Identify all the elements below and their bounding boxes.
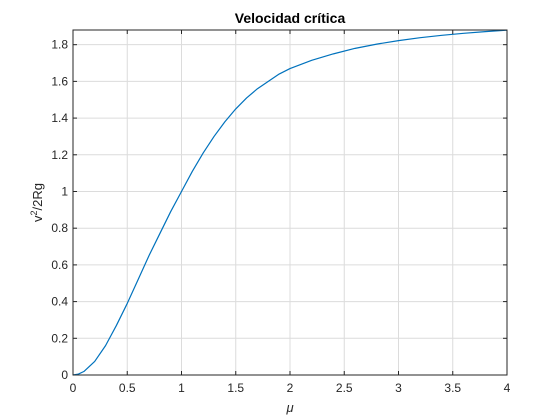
x-tick-label: 0.5 <box>119 381 136 395</box>
grid <box>72 30 508 376</box>
y-axis-label-base: v <box>30 215 45 222</box>
x-tick-label: 2.5 <box>336 381 353 395</box>
series-layer <box>72 29 508 376</box>
x-tick-label: 3.5 <box>444 381 461 395</box>
x-tick-label: 2 <box>287 381 294 395</box>
y-tick-label: 1.4 <box>51 111 68 125</box>
y-tick-label: 0 <box>61 368 68 382</box>
y-tick-label: 1.8 <box>51 38 68 52</box>
y-tick-label: 0.4 <box>51 295 68 309</box>
y-tick-label: 1.2 <box>51 148 68 162</box>
series-line <box>72 29 508 376</box>
x-tick-label: 0 <box>70 381 77 395</box>
y-tick-label: 0.2 <box>51 331 68 345</box>
y-tick-label: 0.8 <box>51 221 68 235</box>
x-tick-label: 4 <box>504 381 511 395</box>
x-tick-label: 3 <box>395 381 402 395</box>
x-axis-label: μ <box>285 400 293 415</box>
y-tick-label: 1.6 <box>51 74 68 88</box>
chart-title: Velocidad crítica <box>235 10 346 26</box>
tick-labels: 0 0.5 1 1.5 2 2.5 3 3.5 4 0 0.2 0.4 0.6 0.8 1 1.2 1.4 1.6… <box>51 38 510 395</box>
ticks <box>72 30 508 376</box>
x-tick-label: 1 <box>178 381 185 395</box>
x-tick-label: 1.5 <box>227 381 244 395</box>
y-tick-label: 0.6 <box>51 258 68 272</box>
y-axis-label-superscript: 2 <box>29 210 39 215</box>
y-axis-label-tail: /2Rg <box>30 183 45 210</box>
y-tick-label: 1 <box>61 184 68 198</box>
y-axis-label: v2/2Rg <box>29 183 45 222</box>
